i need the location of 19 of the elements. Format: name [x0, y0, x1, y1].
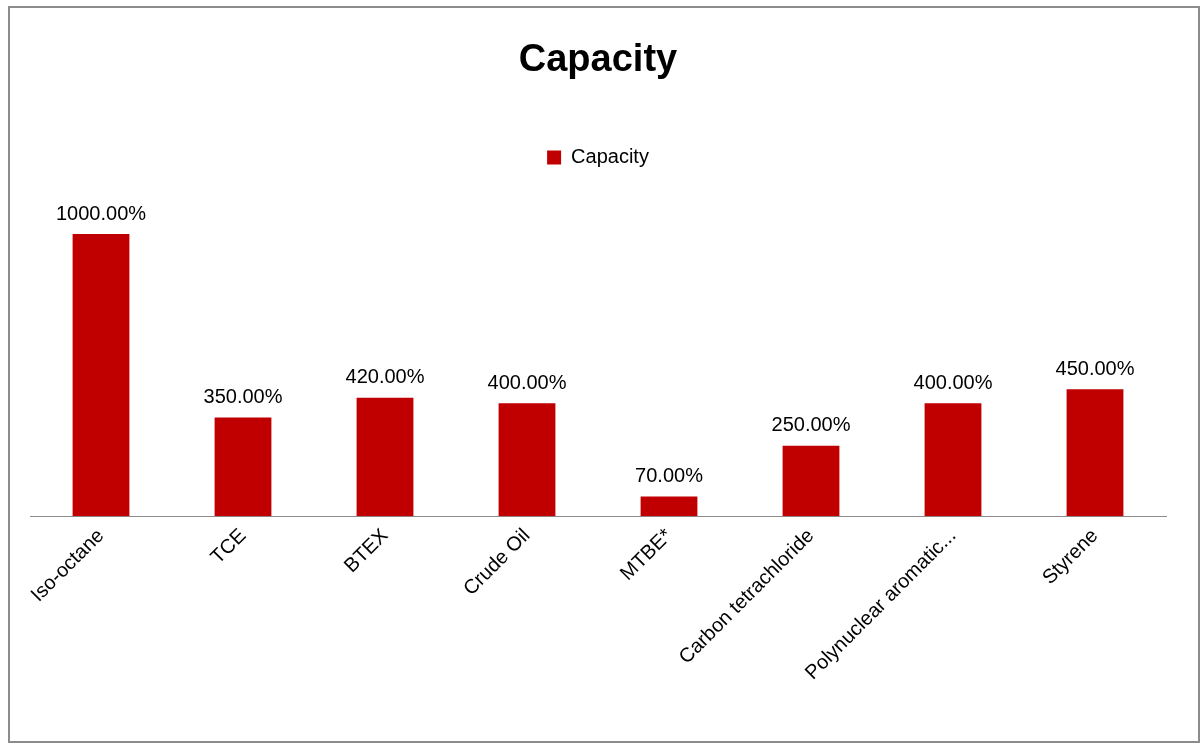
- bar: [214, 417, 272, 517]
- bar: [498, 403, 556, 517]
- data-label: 250.00%: [771, 413, 851, 436]
- data-label: 70.00%: [635, 463, 704, 486]
- x-tick-label: TCE: [205, 523, 250, 568]
- data-label: 420.00%: [345, 365, 425, 388]
- data-label: 350.00%: [203, 384, 283, 407]
- bar: [640, 496, 698, 517]
- bar: [782, 445, 840, 517]
- data-label: 400.00%: [913, 370, 993, 393]
- chart-title: Capacity: [518, 37, 678, 80]
- data-label: 1000.00%: [55, 201, 147, 224]
- legend-label: Capacity: [571, 145, 649, 168]
- data-label: 450.00%: [1055, 356, 1135, 379]
- bar: [72, 234, 130, 517]
- bar: [356, 397, 414, 517]
- bar: [1066, 389, 1124, 517]
- data-label: 400.00%: [487, 370, 567, 393]
- bar: [924, 403, 982, 517]
